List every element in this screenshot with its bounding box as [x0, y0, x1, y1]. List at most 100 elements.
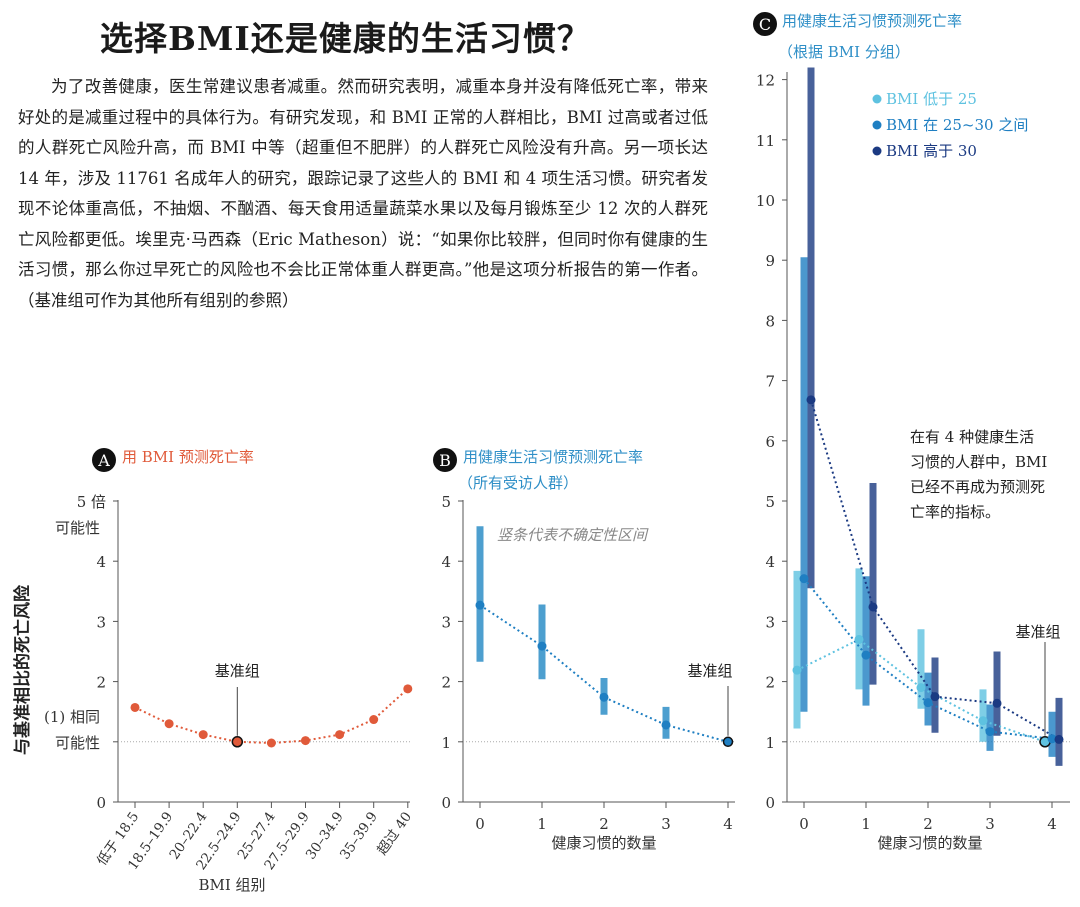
panel-c-y-tick-label: 1 [765, 734, 775, 752]
panel-c-y-tick-label: 8 [765, 312, 775, 330]
panel-a-data-point [301, 736, 310, 746]
panel-a-data-point [198, 730, 208, 740]
panel-b-y-tick-label: 5 [441, 493, 451, 511]
panel-b-data-point [661, 720, 671, 730]
panel-c-data-point [985, 727, 995, 737]
panel-b-x-tick-label: 4 [723, 815, 733, 833]
panel-c-data-point [799, 574, 809, 584]
panel-c-data-point [1047, 734, 1057, 744]
panel-c-annotation: 已经不再成为预测死 [910, 478, 1045, 496]
panel-b-x-tick-label: 1 [537, 815, 547, 833]
panel-c-legend-marker [872, 120, 882, 130]
panel-c: C 用健康生活习惯预测死亡率（根据 BMI 分组）0123456789101112… [753, 12, 1070, 852]
panel-b-x-axis-title: 健康习惯的数量 [551, 834, 656, 852]
panel-b-x-tick-label: 3 [661, 815, 671, 833]
panel-a-y-ref-note: (1) 相同 [44, 708, 100, 726]
panel-c-badge [753, 12, 777, 36]
panel-c-y-tick-label: 10 [756, 192, 775, 210]
intro-text: 为了改善健康，医生常建议患者减重。然而研究表明，减重本身并没有降低死亡率，带来好… [18, 72, 708, 316]
panel-c-x-tick-label: 2 [923, 815, 933, 833]
panel-a-title: 用 BMI 预测死亡率 [122, 448, 254, 466]
panel-b-y-tick-label: 2 [441, 674, 451, 692]
panel-b: B 用健康生活习惯预测死亡率 （所有受访人群） 0 1 2 3 4 5 0 1 2 3 4 健康习惯的数量 竖… [433, 448, 735, 852]
y-axis-title: 与基准相比的死亡风险 [12, 584, 33, 755]
panel-c-y-tick-label: 3 [765, 613, 775, 631]
panel-c-data-point [868, 602, 878, 612]
panel-b-title-line2: （所有受访人群） [458, 474, 578, 492]
panel-b-y-tick-label: 0 [441, 794, 451, 812]
panel-b-x-tick-label: 2 [599, 815, 609, 833]
panel-b-data-point [475, 600, 485, 610]
panel-c-legend-marker [872, 94, 882, 104]
panel-c-legend-label: BMI 高于 30 [886, 142, 977, 160]
panel-c-title-line2: （根据 BMI 分组） [778, 43, 910, 61]
panel-b-y-tick-label: 4 [441, 553, 451, 571]
panel-a-y-ref-note: 可能性 [55, 734, 100, 752]
panel-b-title: 用健康生活习惯预测死亡率 [463, 448, 643, 466]
panel-a-reference-label: 基准组 [215, 662, 260, 680]
intro-paragraph: 为了改善健康，医生常建议患者减重。然而研究表明，减重本身并没有降低死亡率，带来好… [18, 77, 709, 310]
panel-c-y-tick-label: 6 [765, 433, 775, 451]
panel-b-reference-label: 基准组 [687, 662, 732, 680]
panel-b-y-tick-label: 3 [441, 613, 451, 631]
panel-c-y-tick-label: 0 [765, 794, 775, 812]
panel-c-title: 用健康生活习惯预测死亡率 [782, 12, 962, 30]
panel-a-y-top-note: 可能性 [55, 519, 100, 537]
panel-a-data-point [266, 738, 276, 748]
panel-b-x-tick-label: 0 [475, 815, 485, 833]
panel-a-y-tick-label: 0 [96, 794, 106, 812]
panel-c-data-point [861, 650, 871, 660]
panel-c-y-tick-label: 7 [765, 373, 775, 391]
panel-c-data-point [806, 395, 816, 405]
panel-a-x-axis-title: BMI 组别 [198, 876, 265, 894]
panel-c-x-tick-label: 0 [799, 815, 809, 833]
panel-a-data-point [369, 715, 379, 725]
panel-c-data-point [916, 683, 926, 693]
panel-c-annotation: 习惯的人群中，BMI [910, 453, 1047, 471]
panel-c-x-tick-label: 3 [985, 815, 995, 833]
panel-b-badge [433, 448, 457, 472]
panel-c-legend-label: BMI 低于 25 [886, 90, 977, 108]
panel-c-y-tick-label: 12 [756, 72, 775, 90]
panel-c-data-point [854, 634, 864, 644]
panel-b-data-point [599, 692, 609, 702]
panel-a-data-point [164, 719, 174, 729]
panel-c-y-tick-label: 4 [765, 553, 775, 571]
panel-c-data-point [792, 665, 802, 675]
panel-a-y-tick-label: 2 [96, 674, 106, 692]
panel-a-data-point [403, 684, 413, 694]
panel-a-data-point [335, 730, 345, 740]
panel-a-y-tick-label: 5 倍 [77, 493, 106, 511]
panel-c-badge-letter: C [759, 15, 771, 34]
panel-c-x-tick-label: 1 [861, 815, 871, 833]
panel-b-note: 竖条代表不确定性区间 [497, 526, 649, 544]
panel-c-y-tick-label: 5 [765, 493, 775, 511]
panel-c-data-point [978, 716, 988, 726]
panel-c-x-axis-title: 健康习惯的数量 [877, 834, 982, 852]
panel-c-reference-label: 基准组 [1015, 623, 1060, 641]
panel-a-y-tick-label: 3 [96, 613, 106, 631]
panel-c-x-tick-label: 4 [1047, 815, 1057, 833]
panel-b-y-tick-label: 1 [441, 734, 451, 752]
panel-b-badge-letter: B [439, 451, 451, 470]
panel-a-data-point [231, 736, 244, 748]
panel-b-data-point [537, 641, 547, 651]
panel-a-y-tick-label: 4 [96, 553, 106, 571]
panel-c-data-point [923, 698, 933, 708]
panel-c-data-point [1054, 734, 1064, 744]
panel-a-data-point [130, 702, 140, 712]
panel-a-badge [92, 448, 116, 472]
panel-c-series-line [796, 638, 1046, 743]
panel-a-x-tick-label: 超过 40 [374, 809, 415, 858]
page-title: 选择BMI还是健康的生活习惯？ [100, 19, 591, 58]
panel-c-legend-marker [872, 146, 882, 156]
panel-c-annotation: 亡率的指标。 [910, 503, 1000, 521]
panel-c-y-tick-label: 11 [756, 132, 775, 150]
panel-c-legend-label: BMI 在 25~30 之间 [886, 116, 1028, 134]
panel-c-y-tick-label: 2 [765, 674, 775, 692]
panel-a-badge-letter: A [97, 451, 110, 470]
panel-a-series-line [134, 688, 409, 745]
